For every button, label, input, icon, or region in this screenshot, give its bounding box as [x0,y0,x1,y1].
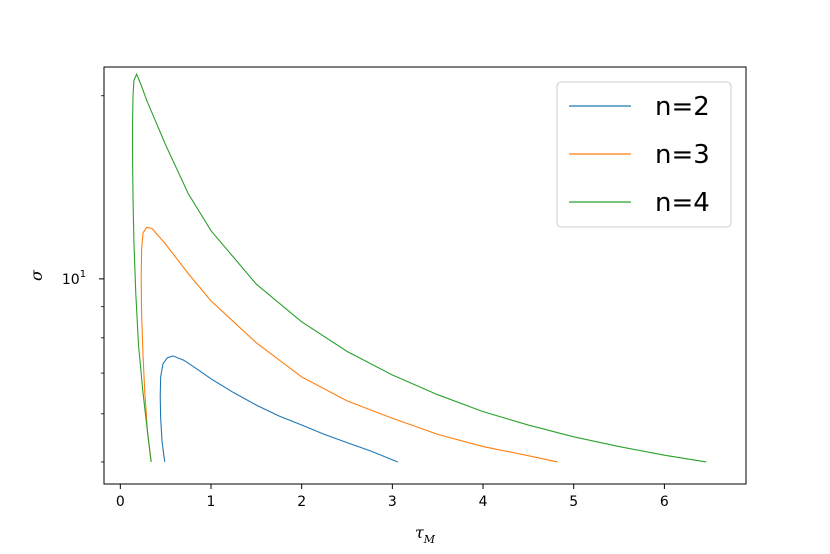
x-axis-label-subscript: M [423,533,436,546]
series-line-3 [132,72,707,463]
legend-label: n=4 [655,188,710,218]
y-tick-label-exponent: 1 [80,269,86,280]
x-tick-label: 0 [116,494,125,510]
x-tick-label: 5 [569,494,578,510]
series-line-2 [140,226,558,463]
axes-frame [103,66,747,485]
legend-label: n=2 [655,92,710,122]
x-tick-label: 3 [388,494,397,510]
y-tick-label-base: 10 [62,272,80,288]
legend-box [556,81,732,228]
x-axis-label-main: τ [415,523,425,542]
y-tick-label: 101 [62,269,86,288]
x-axis-ticks: 0 1 2 3 4 5 6 [116,484,669,510]
legend: n=2 n=3 n=4 [556,81,732,228]
series-line-1 [159,355,399,463]
x-tick-label: 1 [207,494,216,510]
x-tick-label: 2 [297,494,306,510]
y-axis-ticks: 101 [62,95,104,463]
x-tick-label: 4 [479,494,488,510]
x-axis-label: τM [415,523,436,546]
legend-label: n=3 [655,140,710,170]
x-tick-label: 6 [660,494,669,510]
y-axis-label: σ [27,269,46,281]
plot-area [132,72,707,463]
